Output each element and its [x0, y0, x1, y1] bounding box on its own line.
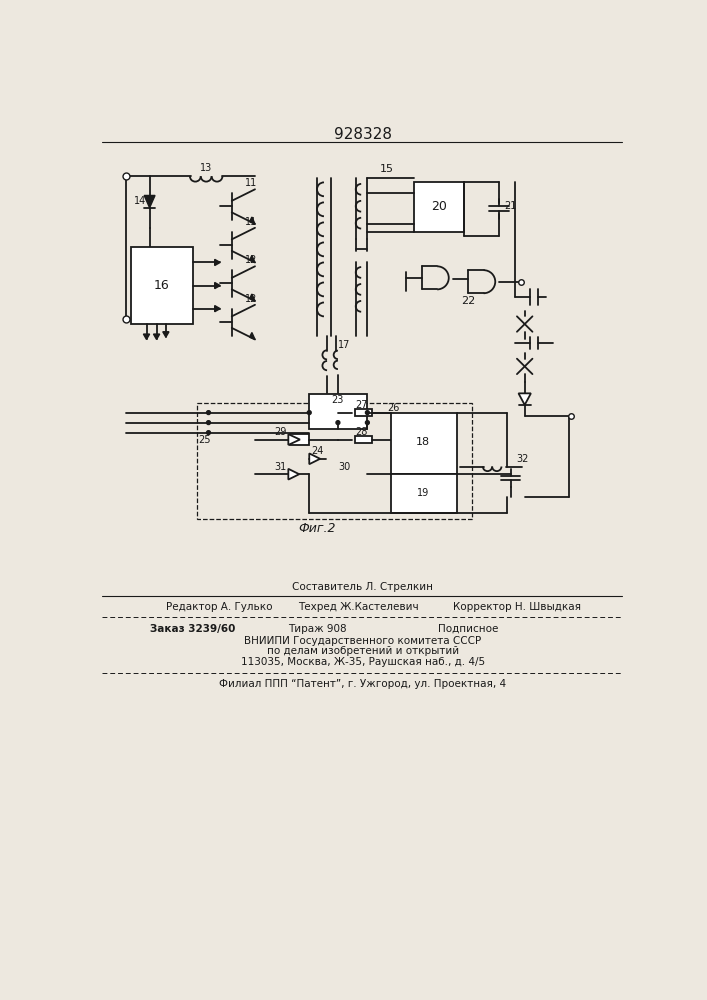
Bar — [414, 182, 464, 232]
Text: 14: 14 — [134, 196, 146, 206]
Polygon shape — [215, 306, 220, 312]
Polygon shape — [250, 333, 255, 339]
Polygon shape — [215, 282, 220, 289]
Text: 16: 16 — [154, 279, 170, 292]
Text: 23: 23 — [332, 395, 344, 405]
Bar — [355, 409, 372, 416]
Text: 28: 28 — [355, 427, 368, 437]
Polygon shape — [288, 434, 300, 445]
Circle shape — [206, 421, 211, 425]
Text: Филиал ППП “Патент”, г. Ужгород, ул. Проектная, 4: Филиал ППП “Патент”, г. Ужгород, ул. Про… — [219, 679, 506, 689]
Text: 12: 12 — [245, 294, 257, 304]
Polygon shape — [153, 334, 160, 339]
Text: 17: 17 — [338, 340, 350, 350]
Polygon shape — [163, 332, 169, 337]
Polygon shape — [518, 393, 531, 405]
Bar — [355, 436, 372, 443]
Text: 12: 12 — [245, 255, 257, 265]
Bar — [391, 474, 457, 513]
Text: 22: 22 — [461, 296, 475, 306]
Text: Подписное: Подписное — [438, 624, 498, 634]
Text: Составитель Л. Стрелкин: Составитель Л. Стрелкин — [292, 582, 433, 592]
Text: Редактор А. Гулько: Редактор А. Гулько — [166, 602, 272, 612]
Text: 21: 21 — [505, 201, 517, 211]
Text: ВНИИПИ Государственного комитета СССР: ВНИИПИ Государственного комитета СССР — [244, 636, 481, 646]
Text: Фиг.2: Фиг.2 — [298, 522, 336, 535]
Text: Корректор Н. Швыдкая: Корректор Н. Швыдкая — [452, 602, 580, 612]
Text: 113035, Москва, Ж-35, Раушская наб., д. 4/5: 113035, Москва, Ж-35, Раушская наб., д. … — [240, 657, 485, 667]
Text: Техред Ж.Кастелевич: Техред Ж.Кастелевич — [298, 602, 419, 612]
Text: 11: 11 — [245, 178, 257, 188]
Text: 928328: 928328 — [334, 127, 392, 142]
Bar — [290, 434, 309, 445]
Text: Заказ 3239/60: Заказ 3239/60 — [151, 624, 235, 634]
Polygon shape — [215, 259, 220, 266]
Text: 27: 27 — [355, 400, 368, 410]
Circle shape — [206, 431, 211, 435]
Text: 26: 26 — [387, 403, 399, 413]
Text: 30: 30 — [338, 462, 350, 472]
Text: 25: 25 — [199, 435, 211, 445]
Text: 24: 24 — [311, 446, 323, 456]
Circle shape — [308, 411, 311, 415]
Text: 13: 13 — [200, 163, 212, 173]
Bar — [309, 394, 368, 429]
Polygon shape — [309, 453, 320, 464]
Text: Тираж 908: Тираж 908 — [288, 624, 346, 634]
Text: 32: 32 — [516, 454, 529, 464]
Bar — [197, 403, 472, 519]
Text: 31: 31 — [274, 462, 287, 472]
Text: 15: 15 — [380, 164, 394, 174]
Polygon shape — [250, 294, 255, 301]
Polygon shape — [250, 217, 255, 224]
Text: 11: 11 — [245, 217, 257, 227]
Polygon shape — [250, 256, 255, 262]
Circle shape — [366, 411, 369, 415]
Circle shape — [206, 411, 211, 415]
Polygon shape — [144, 334, 150, 339]
Text: по делам изобретений и открытий: по делам изобретений и открытий — [267, 646, 459, 656]
Polygon shape — [288, 469, 299, 480]
Circle shape — [366, 421, 369, 425]
Text: 20: 20 — [431, 200, 447, 213]
Text: 18: 18 — [416, 437, 431, 447]
Text: 29: 29 — [274, 427, 287, 437]
Text: 19: 19 — [417, 488, 429, 498]
Polygon shape — [144, 195, 155, 208]
Bar — [391, 413, 457, 474]
Circle shape — [336, 421, 340, 425]
Bar — [131, 247, 193, 324]
